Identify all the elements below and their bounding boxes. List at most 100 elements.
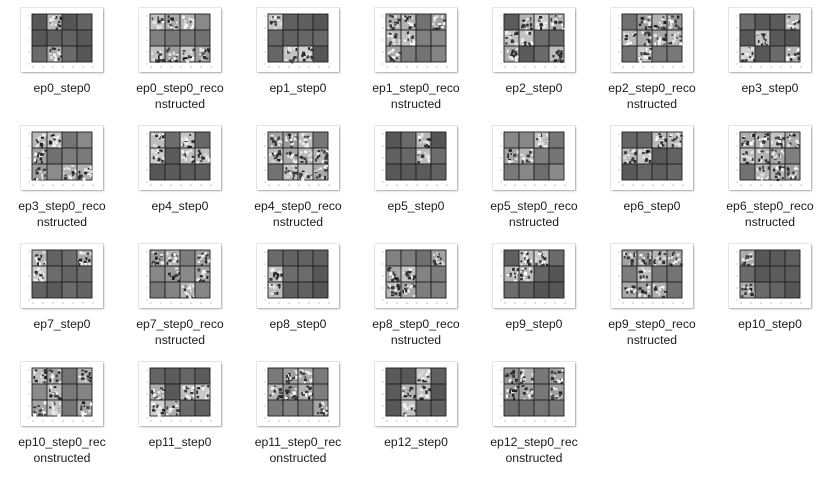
file-name-label[interactable]: ep5_step0: [359, 198, 473, 214]
file-thumbnail-area[interactable]: [593, 8, 711, 80]
file-thumbnail-area[interactable]: [593, 244, 711, 316]
file-thumbnail[interactable]: [375, 126, 457, 190]
file-thumbnail[interactable]: [139, 244, 221, 308]
file-thumbnail[interactable]: [257, 244, 339, 308]
file-thumbnail-area[interactable]: [121, 244, 239, 316]
file-thumbnail[interactable]: [21, 126, 103, 190]
file-thumbnail[interactable]: [257, 362, 339, 426]
file-item[interactable]: ep5_step0: [357, 120, 475, 238]
file-name-label[interactable]: ep10_step0_rec onstructed: [5, 434, 119, 466]
file-name-label[interactable]: ep11_step0_rec onstructed: [241, 434, 355, 466]
file-thumbnail-area[interactable]: [3, 362, 121, 434]
file-thumbnail[interactable]: [493, 8, 575, 72]
file-name-label[interactable]: ep8_step0_reco nstructed: [359, 316, 473, 348]
file-thumbnail[interactable]: [257, 126, 339, 190]
file-item[interactable]: ep7_step0_reco nstructed: [121, 238, 239, 356]
file-name-label[interactable]: ep12_step0_rec onstructed: [477, 434, 591, 466]
file-thumbnail-area[interactable]: [711, 8, 828, 80]
file-item[interactable]: ep0_step0_reco nstructed: [121, 2, 239, 120]
file-item[interactable]: ep9_step0: [475, 238, 593, 356]
file-item[interactable]: ep4_step0: [121, 120, 239, 238]
file-item[interactable]: ep12_step0_rec onstructed: [475, 356, 593, 474]
file-thumbnail[interactable]: [375, 8, 457, 72]
file-item[interactable]: ep5_step0_reco nstructed: [475, 120, 593, 238]
file-item[interactable]: ep1_step0_reco nstructed: [357, 2, 475, 120]
file-thumbnail[interactable]: [21, 8, 103, 72]
file-thumbnail[interactable]: [375, 244, 457, 308]
file-name-label[interactable]: ep0_step0_reco nstructed: [123, 80, 237, 112]
file-item[interactable]: ep8_step0_reco nstructed: [357, 238, 475, 356]
file-thumbnail-area[interactable]: [711, 126, 828, 198]
file-thumbnail-area[interactable]: [121, 126, 239, 198]
file-thumbnail-area[interactable]: [475, 244, 593, 316]
file-thumbnail[interactable]: [139, 126, 221, 190]
file-item[interactable]: ep7_step0: [3, 238, 121, 356]
file-thumbnail[interactable]: [493, 244, 575, 308]
file-item[interactable]: ep2_step0: [475, 2, 593, 120]
file-thumbnail-area[interactable]: [357, 244, 475, 316]
file-thumbnail[interactable]: [729, 8, 811, 72]
file-item[interactable]: ep0_step0: [3, 2, 121, 120]
file-name-label[interactable]: ep12_step0: [359, 434, 473, 450]
file-thumbnail[interactable]: [375, 362, 457, 426]
file-name-label[interactable]: ep1_step0_reco nstructed: [359, 80, 473, 112]
file-thumbnail[interactable]: [21, 362, 103, 426]
file-thumbnail[interactable]: [611, 244, 693, 308]
file-item[interactable]: ep10_step0: [711, 238, 828, 356]
file-thumbnail-area[interactable]: [357, 8, 475, 80]
file-thumbnail-area[interactable]: [357, 362, 475, 434]
file-thumbnail-area[interactable]: [475, 362, 593, 434]
file-name-label[interactable]: ep9_step0: [477, 316, 591, 332]
file-item[interactable]: ep1_step0: [239, 2, 357, 120]
file-item[interactable]: ep6_step0: [593, 120, 711, 238]
file-thumbnail[interactable]: [611, 126, 693, 190]
file-thumbnail-area[interactable]: [121, 362, 239, 434]
file-thumbnail[interactable]: [139, 8, 221, 72]
file-name-label[interactable]: ep4_step0: [123, 198, 237, 214]
file-name-label[interactable]: ep2_step0: [477, 80, 591, 96]
file-name-label[interactable]: ep3_step0_reco nstructed: [5, 198, 119, 230]
file-name-label[interactable]: ep1_step0: [241, 80, 355, 96]
file-name-label[interactable]: ep6_step0: [595, 198, 709, 214]
file-thumbnail[interactable]: [729, 244, 811, 308]
file-name-label[interactable]: ep0_step0: [5, 80, 119, 96]
file-thumbnail-area[interactable]: [239, 244, 357, 316]
file-name-label[interactable]: ep7_step0: [5, 316, 119, 332]
file-thumbnail[interactable]: [493, 126, 575, 190]
file-name-label[interactable]: ep2_step0_reco nstructed: [595, 80, 709, 112]
file-thumbnail-area[interactable]: [475, 126, 593, 198]
file-thumbnail-area[interactable]: [239, 126, 357, 198]
file-name-label[interactable]: ep4_step0_reco nstructed: [241, 198, 355, 230]
file-thumbnail-area[interactable]: [711, 244, 828, 316]
file-thumbnail[interactable]: [493, 362, 575, 426]
file-thumbnail-area[interactable]: [239, 8, 357, 80]
file-item[interactable]: ep4_step0_reco nstructed: [239, 120, 357, 238]
file-item[interactable]: ep12_step0: [357, 356, 475, 474]
file-thumbnail-area[interactable]: [3, 126, 121, 198]
file-name-label[interactable]: ep8_step0: [241, 316, 355, 332]
file-thumbnail-area[interactable]: [3, 244, 121, 316]
file-thumbnail-area[interactable]: [121, 8, 239, 80]
file-item[interactable]: ep8_step0: [239, 238, 357, 356]
file-name-label[interactable]: ep11_step0: [123, 434, 237, 450]
file-name-label[interactable]: ep6_step0_reco nstructed: [713, 198, 827, 230]
file-name-label[interactable]: ep5_step0_reco nstructed: [477, 198, 591, 230]
file-name-label[interactable]: ep7_step0_reco nstructed: [123, 316, 237, 348]
file-thumbnail-area[interactable]: [593, 126, 711, 198]
file-thumbnail[interactable]: [611, 8, 693, 72]
file-thumbnail[interactable]: [21, 244, 103, 308]
file-item[interactable]: ep3_step0: [711, 2, 828, 120]
file-thumbnail[interactable]: [729, 126, 811, 190]
file-item[interactable]: ep11_step0: [121, 356, 239, 474]
file-thumbnail-area[interactable]: [475, 8, 593, 80]
file-item[interactable]: ep2_step0_reco nstructed: [593, 2, 711, 120]
file-thumbnail-area[interactable]: [357, 126, 475, 198]
file-thumbnail-area[interactable]: [3, 8, 121, 80]
file-item[interactable]: ep3_step0_reco nstructed: [3, 120, 121, 238]
file-thumbnail-area[interactable]: [239, 362, 357, 434]
file-item[interactable]: ep6_step0_reco nstructed: [711, 120, 828, 238]
file-name-label[interactable]: ep9_step0_reco nstructed: [595, 316, 709, 348]
file-thumbnail[interactable]: [139, 362, 221, 426]
file-item[interactable]: ep11_step0_rec onstructed: [239, 356, 357, 474]
file-item[interactable]: ep10_step0_rec onstructed: [3, 356, 121, 474]
